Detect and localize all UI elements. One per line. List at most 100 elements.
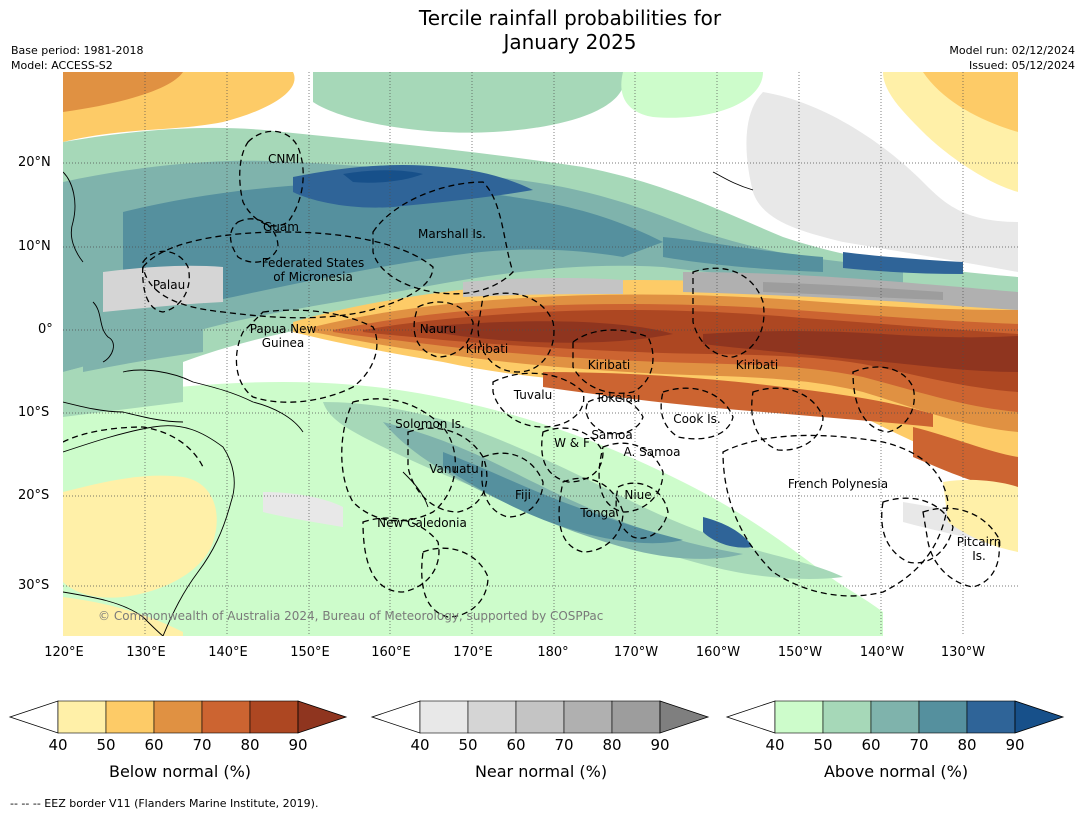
lon-label-170w: 170°W (613, 645, 659, 660)
label-tonga: Tonga (579, 506, 615, 520)
region-label-line: Solomon Is. (395, 417, 465, 431)
label-cook-is: Cook Is. (673, 412, 720, 426)
model-name: Model: ACCESS-S2 (11, 59, 113, 72)
colorbar-near-svg: 40 50 60 70 80 90 (370, 700, 710, 754)
region-label-line: A. Samoa (624, 445, 681, 459)
title-line-2: January 2025 (503, 30, 637, 54)
near-normal-patches (103, 265, 1018, 542)
lat-label-20n: 20°N (18, 155, 51, 170)
region-label-line: Guam (263, 220, 299, 234)
region-label-line: Kiribati (736, 358, 778, 372)
coastlines (63, 171, 754, 636)
colorbar-near-title: Near normal (%) (474, 762, 608, 781)
lon-label-150e: 150°E (290, 645, 330, 660)
eez-borders (63, 130, 1000, 618)
label-marshall-is: Marshall Is. (418, 227, 486, 241)
colorbar-below-tick-80: 80 (240, 736, 259, 754)
map-panel: CNMI Guam Marshall Is. Federated States o… (63, 72, 1018, 636)
label-new-caledonia: New Caledonia (377, 516, 467, 530)
region-label-line: Marshall Is. (418, 227, 486, 241)
label-palau: Palau (153, 278, 185, 292)
colorbar-near-tick-50: 50 (458, 736, 477, 754)
colorbar-above-bin-5 (966, 700, 1016, 734)
meta-right: Model run: 02/12/2024 Issued: 05/12/2024 (949, 43, 1075, 73)
map-svg: CNMI Guam Marshall Is. Federated States o… (63, 72, 1018, 636)
region-label-line: Fiji (515, 488, 531, 502)
colorbar-above-normal: 40 50 60 70 80 90 (725, 700, 1067, 755)
colorbar-below-svg: 40 50 60 70 80 90 (8, 700, 348, 754)
label-tokelau: Tokelau (595, 391, 641, 405)
colorbar-near-min-extend (370, 700, 421, 734)
colorbar-above-max-extend (1014, 700, 1065, 734)
base-period: Base period: 1981-2018 (11, 44, 144, 57)
label-samoa: Samoa (591, 428, 632, 442)
lon-label-160w: 160°W (695, 645, 741, 660)
colorbar-below-tick-40: 40 (48, 736, 67, 754)
lon-label-160e: 160°E (371, 645, 411, 660)
label-solomon-is: Solomon Is. (395, 417, 465, 431)
lat-label-10n: 10°N (18, 239, 51, 254)
colorbar-above-bin-4 (918, 700, 968, 734)
colorbar-below-tick-70: 70 (192, 736, 211, 754)
colorbar-above-min-extend (725, 700, 776, 734)
chart-title: Tercile rainfall probabilities for Janua… (0, 6, 1085, 54)
region-label-line: Papua New (250, 322, 317, 336)
colorbar-below-bin-1 (57, 700, 107, 734)
lat-label-20s: 20°S (18, 488, 50, 503)
colorbar-near-bin-3 (515, 700, 565, 734)
lon-label-180: 180° (537, 645, 569, 660)
colorbar-near-bin-2 (467, 700, 517, 734)
region-label-line: Is. (972, 549, 986, 563)
colorbar-near-tick-40: 40 (410, 736, 429, 754)
colorbar-above-bin-2 (822, 700, 872, 734)
label-cnmi: CNMI (268, 152, 299, 166)
colorbar-above-bin-3 (870, 700, 920, 734)
colorbar-above-tick-40: 40 (765, 736, 784, 754)
label-fsm: Federated States of Micronesia (262, 256, 364, 284)
label-kiribati-phoenix: Kiribati (588, 358, 630, 372)
colorbar-above-tick-70: 70 (909, 736, 928, 754)
colorbar-near-normal: 40 50 60 70 80 90 (370, 700, 712, 755)
label-french-polynesia: French Polynesia (788, 477, 888, 491)
region-label-line: Guinea (262, 336, 305, 350)
colorbar-below-normal: 40 50 60 70 80 90 (8, 700, 350, 755)
region-label-line: Kiribati (466, 342, 508, 356)
lat-label-0: 0° (38, 322, 53, 337)
region-label-line: Pitcairn (957, 535, 1002, 549)
region-label-line: Cook Is. (673, 412, 720, 426)
lon-label-140w: 140°W (859, 645, 905, 660)
region-label-line: Tonga (579, 506, 615, 520)
gridlines (63, 72, 1018, 636)
lon-label-170e: 170°E (453, 645, 493, 660)
colorbar-below-bin-4 (201, 700, 251, 734)
colorbar-above-tick-90: 90 (1005, 736, 1024, 754)
colorbar-near-bin-4 (563, 700, 613, 734)
colorbar-above-bin-1 (774, 700, 824, 734)
southern-wet-band (63, 297, 883, 636)
eez-footnote: -- -- -- EEZ border V11 (Flanders Marine… (10, 797, 319, 810)
colorbar-near-tick-70: 70 (554, 736, 573, 754)
label-vanuatu: Vanuatu (429, 462, 479, 476)
colorbar-near-tick-80: 80 (602, 736, 621, 754)
label-kiribati-gilbert: Kiribati (466, 342, 508, 356)
colorbar-near-bin-5 (611, 700, 661, 734)
region-labels: CNMI Guam Marshall Is. Federated States o… (153, 152, 1001, 563)
label-fiji: Fiji (515, 488, 531, 502)
colorbar-near-tick-60: 60 (506, 736, 525, 754)
colorbar-above-tick-50: 50 (813, 736, 832, 754)
copyright-text: © Commonwealth of Australia 2024, Bureau… (98, 609, 604, 623)
region-label-line: Nauru (420, 322, 456, 336)
region-label-line: Tuvalu (513, 388, 553, 402)
colorbar-above-title: Above normal (%) (823, 762, 969, 781)
colorbar-below-bin-5 (249, 700, 299, 734)
label-niue: Niue (624, 488, 651, 502)
northern-fields (63, 72, 1018, 272)
colorbar-below-min-extend (8, 700, 59, 734)
southwest-dry-patches (63, 475, 1018, 636)
region-label-line: Tokelau (595, 391, 641, 405)
meta-left: Base period: 1981-2018 Model: ACCESS-S2 (11, 43, 143, 73)
colorbar-below-tick-90: 90 (288, 736, 307, 754)
colorbar-near-tick-90: 90 (650, 736, 669, 754)
label-png: Papua New Guinea (250, 322, 317, 350)
region-label-line: CNMI (268, 152, 299, 166)
